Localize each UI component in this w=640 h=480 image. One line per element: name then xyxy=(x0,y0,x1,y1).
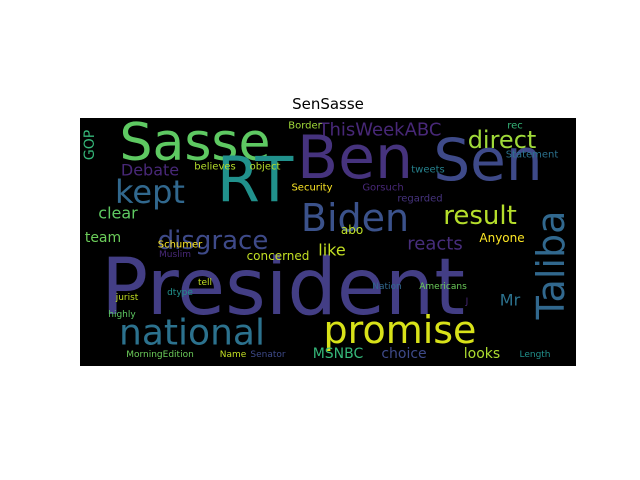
word: Nation xyxy=(372,282,402,292)
word: Muslim xyxy=(159,250,191,260)
word: dtype xyxy=(167,288,193,298)
word: jurist xyxy=(115,293,139,303)
word: Anyone xyxy=(479,231,524,245)
word: Gorsuch xyxy=(362,183,403,194)
word: J xyxy=(465,297,469,307)
word: Border xyxy=(288,121,322,132)
word: promise xyxy=(324,308,477,352)
word: MorningEdition xyxy=(126,350,194,360)
word: abo xyxy=(341,223,363,237)
word: Senator xyxy=(250,350,286,360)
word: ThisWeekABC xyxy=(317,120,441,141)
word: Ben xyxy=(297,123,413,193)
word: Security xyxy=(291,183,332,194)
word: Length xyxy=(519,350,550,360)
word: tell xyxy=(198,278,212,288)
word: concerned xyxy=(247,249,310,263)
word: believes xyxy=(194,162,236,173)
word: tweets xyxy=(411,165,445,176)
word: Debate xyxy=(121,161,179,180)
word: MSNBC xyxy=(313,346,364,362)
word: Sen xyxy=(433,126,542,194)
word: rec xyxy=(507,121,523,132)
word: Biden xyxy=(301,196,409,240)
word: Taliba xyxy=(529,211,573,321)
word: Name xyxy=(220,350,247,360)
word: looks xyxy=(464,346,500,362)
word: object xyxy=(250,162,281,173)
word: result xyxy=(443,201,517,231)
word: President xyxy=(101,243,465,333)
chart-title: SenSasse xyxy=(292,95,364,113)
word: disgrace xyxy=(158,226,269,256)
word: GOP xyxy=(82,130,98,160)
word: team xyxy=(85,230,121,246)
word: highly xyxy=(108,310,136,320)
word: national xyxy=(119,313,265,354)
word: regarded xyxy=(397,194,442,205)
word: clear xyxy=(98,204,138,223)
word: direct xyxy=(468,126,537,154)
word: Mr xyxy=(500,291,521,310)
word: Statement xyxy=(506,150,559,161)
word: Schumer xyxy=(158,240,203,251)
word: choice xyxy=(381,346,426,362)
word: kept xyxy=(115,173,185,211)
word: Americans xyxy=(419,282,467,292)
word: Sasse xyxy=(119,113,270,173)
word: reacts xyxy=(407,234,462,255)
word: RT xyxy=(217,144,295,217)
word: like xyxy=(318,241,345,260)
cloud-background xyxy=(80,118,576,366)
